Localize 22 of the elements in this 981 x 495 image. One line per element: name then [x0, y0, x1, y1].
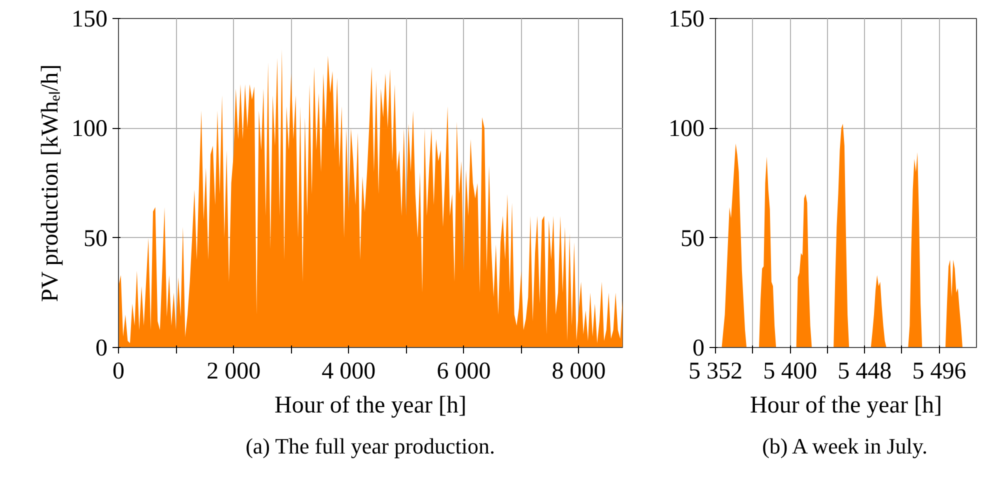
x-tick-label: 5 400	[762, 358, 817, 384]
x-tick-label: 6 000	[436, 358, 491, 384]
y-axis-title: PV production [kWhₑₗ/h]	[38, 64, 64, 302]
x-tick-label: 2 000	[206, 358, 261, 384]
text: (a) The full year production.	[246, 434, 496, 458]
y-tick-label: 50	[680, 226, 704, 252]
y-tick-label: 0	[692, 336, 704, 362]
y-tick-label: 100	[72, 116, 108, 142]
x-tick-label: 4 000	[322, 358, 376, 384]
x-tick-label: 5 496	[912, 358, 966, 384]
y-tick-label: 150	[668, 6, 704, 32]
text: (b) A week in July.	[762, 434, 928, 458]
y-tick-label: 0	[96, 336, 108, 362]
y-tick-label: 100	[668, 116, 704, 142]
x-tick-label: 5 352	[688, 358, 742, 384]
x-tick-label: 5 448	[837, 358, 892, 384]
x-tick-label: 8 000	[552, 358, 606, 384]
y-tick-label: 150	[72, 6, 108, 32]
x-axis-title: Hour of the year [h]	[274, 392, 466, 418]
x-axis-title: Hour of the year [h]	[750, 392, 942, 418]
x-tick-label: 0	[112, 358, 124, 384]
y-tick-label: 50	[84, 226, 108, 252]
